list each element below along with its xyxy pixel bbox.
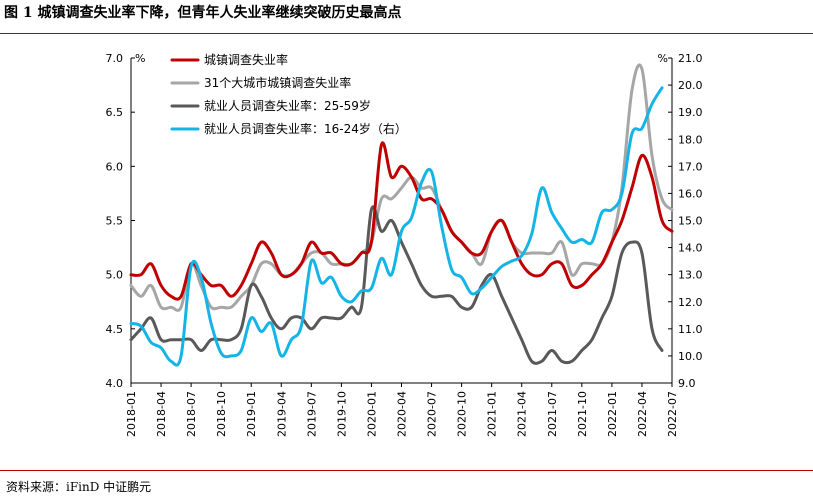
right-tick-label: 13.0 [678, 269, 703, 282]
figure-title: 图 1 城镇调查失业率下降，但青年人失业率继续突破历史最高点 [4, 5, 402, 21]
chart-axes: 4.0 4.5 5.0 5.5 6.0 6.5 7.0 9.0 10.0 11.0 12.0 13.0… [106, 52, 703, 437]
right-tick-label: 11.0 [678, 323, 703, 336]
x-tick-label: 2018-10 [215, 391, 228, 437]
left-tick-label: 5.0 [106, 269, 124, 282]
series-line-3 [129, 86, 664, 367]
bottom-rule [0, 470, 813, 471]
right-unit-label: % [658, 52, 668, 65]
series-line-2 [129, 205, 664, 365]
left-tick-label: 4.5 [106, 323, 124, 336]
right-tick-label: 12.0 [678, 296, 703, 309]
right-tick-label: 19.0 [678, 106, 703, 119]
x-tick-label: 2018-07 [185, 391, 198, 437]
x-tick-label: 2018-01 [125, 391, 138, 437]
legend-label: 城镇调查失业率 [204, 52, 288, 67]
x-tick-label: 2022-04 [636, 391, 649, 437]
series-line-1 [129, 63, 674, 312]
chart-lines [129, 63, 674, 367]
right-tick-label: 18.0 [678, 133, 703, 146]
x-tick-label: 2020-07 [426, 391, 439, 437]
x-tick-label: 2022-01 [606, 391, 619, 437]
source-note: 资料来源：iFinD 中证鹏元 [6, 480, 152, 494]
series-line-0 [129, 141, 674, 301]
x-tick-label: 2019-01 [245, 391, 258, 437]
right-tick-label: 17.0 [678, 160, 703, 173]
left-unit-label: % [135, 52, 145, 65]
right-tick-label: 21.0 [678, 52, 703, 65]
x-tick-label: 2019-07 [305, 391, 318, 437]
left-tick-label: 6.0 [106, 160, 124, 173]
x-tick-label: 2022-07 [666, 391, 679, 437]
right-tick-label: 14.0 [678, 242, 703, 255]
left-tick-label: 7.0 [106, 52, 124, 65]
right-tick-label: 9.0 [678, 377, 696, 390]
right-tick-label: 15.0 [678, 215, 703, 228]
left-tick-label: 4.0 [106, 377, 124, 390]
top-rule [0, 33, 813, 34]
left-tick-label: 6.5 [106, 106, 124, 119]
x-tick-label: 2020-01 [365, 391, 378, 437]
legend-label: 31个大城市城镇调查失业率 [204, 75, 351, 90]
x-tick-label: 2018-04 [155, 391, 168, 437]
x-tick-label: 2021-04 [516, 391, 529, 437]
x-tick-label: 2020-04 [396, 391, 409, 437]
x-tick-label: 2021-07 [546, 391, 559, 437]
x-tick-label: 2020-10 [456, 391, 469, 437]
x-tick-label: 2019-10 [335, 391, 348, 437]
x-tick-label: 2021-01 [486, 391, 499, 437]
legend-label: 就业人员调查失业率：25-59岁 [204, 98, 371, 113]
legend-label: 就业人员调查失业率：16-24岁（右） [204, 121, 407, 136]
x-tick-label: 2021-10 [576, 391, 589, 437]
right-tick-label: 10.0 [678, 350, 703, 363]
line-chart: 4.0 4.5 5.0 5.5 6.0 6.5 7.0 9.0 10.0 11.0 12.0 13.0… [106, 52, 703, 437]
chart-legend: 城镇调查失业率 31个大城市城镇调查失业率就业人员调查失业率：25-59岁就业人员… [170, 52, 407, 136]
right-tick-label: 20.0 [678, 79, 703, 92]
x-tick-label: 2019-04 [275, 391, 288, 437]
left-tick-label: 5.5 [106, 215, 124, 228]
right-tick-label: 16.0 [678, 187, 703, 200]
